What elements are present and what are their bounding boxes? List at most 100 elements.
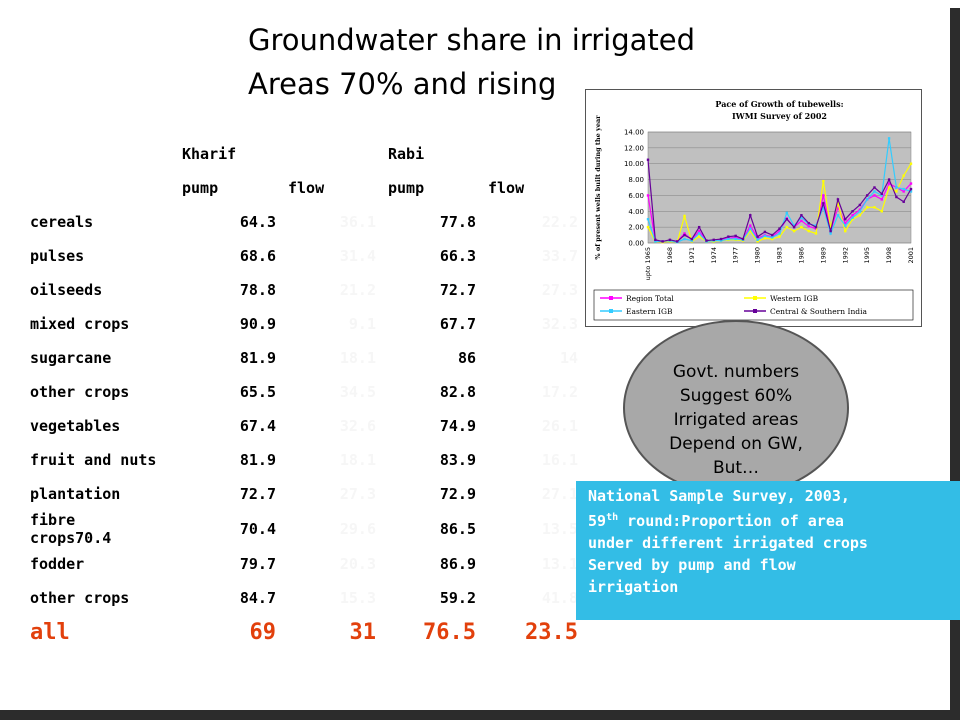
survey-line-3: under different irrigated crops bbox=[588, 534, 868, 552]
kharif-pump-value: 68.6 bbox=[239, 247, 276, 265]
series-point-1 bbox=[887, 186, 891, 189]
kharif-flow-value: 34.5 bbox=[339, 383, 376, 401]
series-point-0 bbox=[902, 190, 905, 193]
series-point-0 bbox=[697, 229, 701, 233]
x-tick-label: 1980 bbox=[754, 247, 762, 264]
series-point-3 bbox=[734, 234, 737, 238]
legend-entry: Western IGB bbox=[770, 294, 819, 303]
series-point-1 bbox=[814, 232, 818, 235]
survey-source-note: National Sample Survey, 2003, 59th round… bbox=[576, 481, 960, 620]
kharif-flow-value: 9.1 bbox=[348, 315, 376, 333]
kharif-pump-value: 81.9 bbox=[239, 349, 276, 367]
series-point-1 bbox=[800, 225, 803, 229]
slide-title-line-2: Areas 70% and rising bbox=[248, 67, 557, 101]
x-tick-label: 1989 bbox=[819, 247, 827, 264]
series-point-2 bbox=[902, 187, 905, 191]
series-point-0 bbox=[756, 237, 759, 240]
kharif-pump-value: 67.4 bbox=[239, 417, 276, 435]
rabi-pump-value: 67.7 bbox=[439, 315, 476, 333]
series-point-3 bbox=[654, 238, 657, 242]
series-point-2 bbox=[865, 198, 869, 201]
series-point-3 bbox=[807, 221, 810, 225]
series-point-3 bbox=[880, 192, 883, 196]
callout-bubble: Govt. numbers Suggest 60% Irrigated area… bbox=[623, 320, 849, 496]
kharif-flow-value: 32.6 bbox=[339, 417, 376, 435]
rabi-pump-value: 72.9 bbox=[439, 485, 476, 503]
series-point-1 bbox=[873, 206, 876, 209]
survey-line-2: 59th round:Proportion of area bbox=[588, 507, 960, 532]
series-point-3 bbox=[822, 202, 825, 205]
series-point-2 bbox=[646, 218, 650, 221]
y-tick-label: 10.00 bbox=[624, 160, 644, 168]
series-point-0 bbox=[909, 182, 913, 185]
series-point-3 bbox=[697, 225, 701, 229]
series-point-1 bbox=[865, 206, 869, 209]
table-row: other crops 65.5 34.5 82.8 17.2 bbox=[30, 375, 578, 409]
rabi-flow-value: 27.1 bbox=[541, 485, 578, 503]
series-point-1 bbox=[895, 190, 898, 193]
table-row: sugarcane 81.9 18.1 86 14 bbox=[30, 341, 578, 375]
legend-swatch-marker bbox=[609, 309, 613, 313]
series-point-2 bbox=[763, 234, 767, 238]
series-point-0 bbox=[807, 225, 810, 228]
series-point-0 bbox=[800, 219, 803, 222]
irrigation-share-table: Kharif Rabi pump flow pump flow cereals … bbox=[30, 137, 578, 649]
series-point-3 bbox=[858, 203, 862, 207]
legend-entry: Eastern IGB bbox=[626, 307, 673, 316]
kharif-flow-value: 36.1 bbox=[339, 213, 376, 231]
kharif-pump-value: 78.8 bbox=[239, 281, 276, 299]
rabi-flow-value: 27.3 bbox=[541, 281, 578, 299]
x-tick-label: 1986 bbox=[797, 247, 805, 264]
callout-line: Govt. numbers bbox=[672, 362, 800, 382]
table-row: pulses 68.6 31.4 66.3 33.7 bbox=[30, 239, 578, 273]
crop-name: other crops bbox=[30, 589, 130, 607]
series-point-1 bbox=[844, 229, 847, 233]
rabi-flow-value: 17.2 bbox=[541, 383, 578, 401]
series-point-2 bbox=[690, 239, 694, 242]
series-point-2 bbox=[734, 237, 737, 241]
series-point-3 bbox=[712, 238, 715, 242]
kharif-flow-value: 20.3 bbox=[339, 555, 376, 573]
series-point-1 bbox=[807, 229, 810, 233]
table-row: other crops 84.7 15.3 59.2 41.8 bbox=[30, 581, 578, 615]
series-point-2 bbox=[654, 240, 657, 243]
survey-line-5: irrigation bbox=[588, 578, 679, 596]
series-point-3 bbox=[887, 178, 891, 181]
rabi-flow-value: 22.2 bbox=[541, 213, 578, 231]
slide-shadow-right bbox=[950, 8, 960, 720]
series-point-3 bbox=[749, 214, 752, 217]
y-axis-label: % of present wells built during the year bbox=[594, 115, 602, 260]
series-point-1 bbox=[822, 179, 825, 183]
x-tick-label: upto 1965 bbox=[644, 247, 652, 280]
series-point-2 bbox=[822, 206, 825, 209]
series-point-0 bbox=[836, 206, 840, 209]
series-point-2 bbox=[887, 137, 891, 140]
series-point-2 bbox=[858, 210, 862, 213]
series-point-3 bbox=[756, 235, 759, 238]
series-point-0 bbox=[683, 232, 686, 235]
tubewell-growth-chart-svg: Pace of Growth of tubewells: IWMI Survey … bbox=[593, 99, 915, 321]
series-point-2 bbox=[785, 211, 789, 215]
rabi-pump-value: 72.7 bbox=[439, 281, 476, 299]
rabi-flow-value: 41.8 bbox=[541, 589, 578, 607]
series-point-1 bbox=[756, 240, 759, 243]
series-point-0 bbox=[851, 214, 854, 217]
total-rabi-flow: 23.5 bbox=[525, 619, 578, 645]
x-tick-label: 1971 bbox=[688, 247, 696, 264]
total-rabi-pump: 76.5 bbox=[423, 619, 476, 645]
x-tick-label: 1977 bbox=[732, 247, 740, 264]
y-tick-label: 14.00 bbox=[624, 129, 644, 137]
series-point-0 bbox=[749, 224, 752, 227]
series-point-1 bbox=[785, 225, 789, 229]
legend-swatch-marker bbox=[609, 296, 613, 300]
x-tick-label: 1998 bbox=[885, 247, 893, 264]
group-header-kharif: Kharif bbox=[182, 145, 237, 163]
header-rabi-pump: pump bbox=[388, 179, 425, 197]
series-point-1 bbox=[909, 162, 913, 165]
series-point-0 bbox=[814, 227, 818, 230]
y-tick-label: 0.00 bbox=[628, 240, 644, 248]
rabi-pump-value: 82.8 bbox=[439, 383, 476, 401]
series-point-2 bbox=[836, 214, 840, 217]
series-point-0 bbox=[858, 208, 862, 211]
rabi-flow-value: 32.3 bbox=[541, 315, 578, 333]
